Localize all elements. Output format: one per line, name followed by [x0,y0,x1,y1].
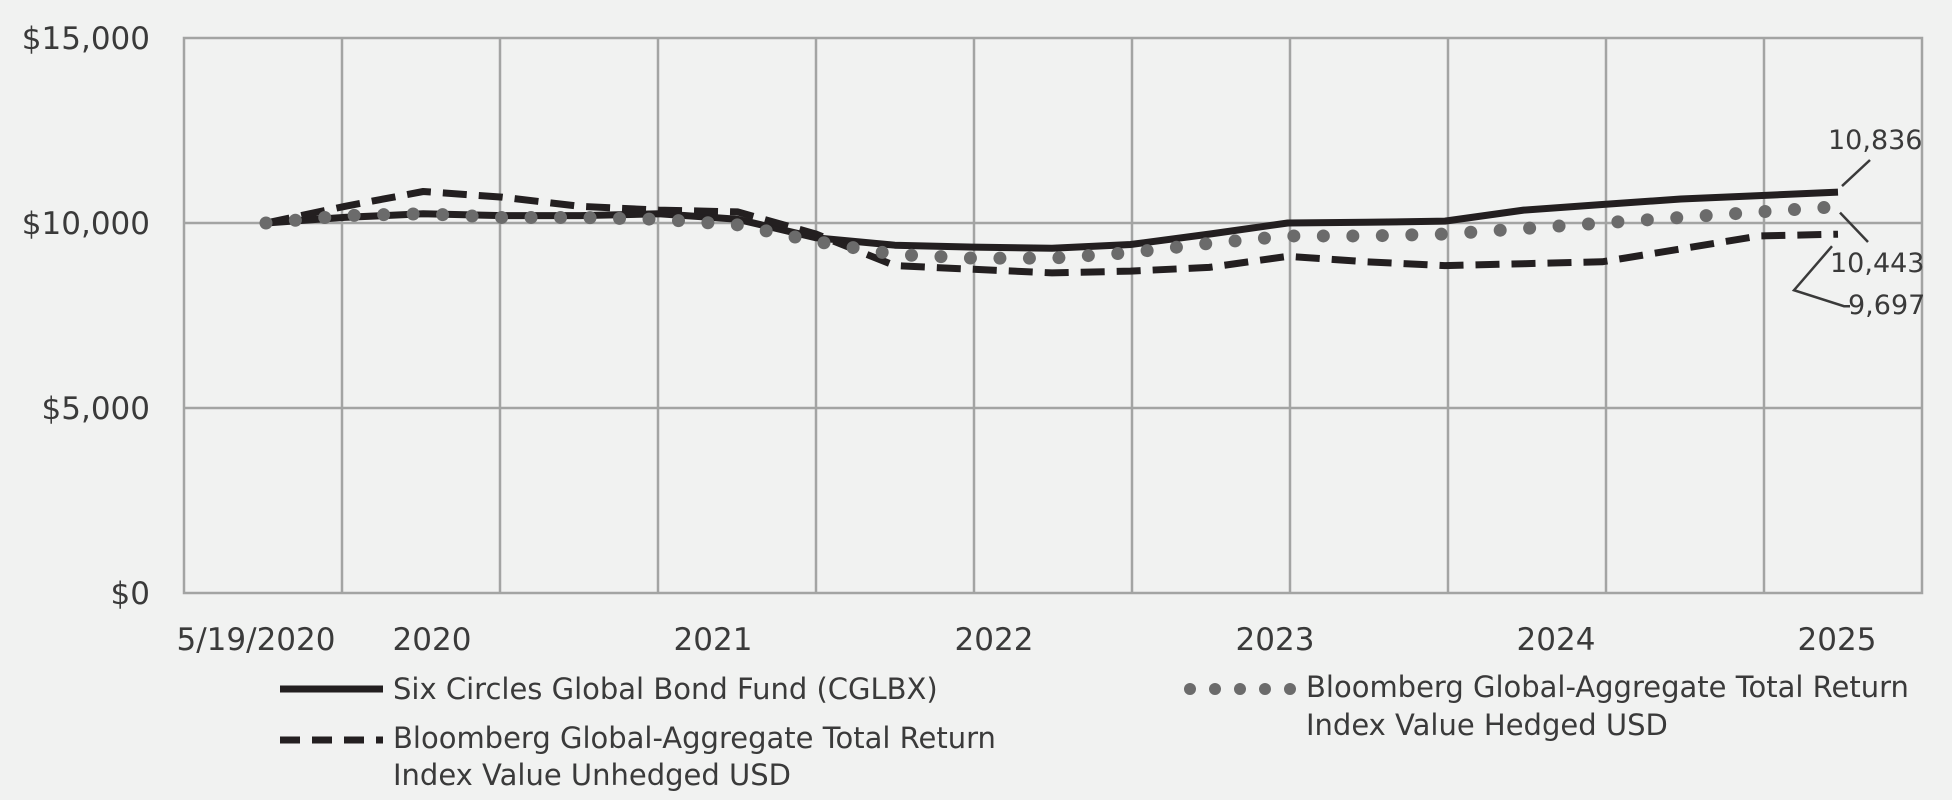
series-hedged-point [1787,203,1801,217]
series-hedged-point [934,250,948,264]
y-tick-label: $5,000 [42,391,150,427]
series-hedged-point [1523,221,1537,235]
series-hedged-point [1699,209,1713,223]
leader-line-unhedged [1791,245,1850,308]
series-hedged-point [1228,234,1242,248]
series-hedged-point [1052,251,1066,265]
series-hedged-point [1346,229,1360,243]
series-hedged-point [730,218,744,232]
series-unhedged-line [265,188,1839,277]
y-tick-label: $15,000 [22,21,150,57]
end-label-unhedged: 9,697 [1848,290,1925,321]
series-hedged-point [318,210,332,224]
series-hedged-point [583,211,597,225]
series-hedged-point [817,236,831,250]
series-hedged-point [554,210,568,224]
x-tick-label: 2021 [674,622,753,658]
series-hedged-point [759,224,773,238]
series-hedged-point [1670,211,1684,225]
series-hedged-point [1257,231,1271,245]
y-tick-label: $0 [111,576,150,612]
x-tick-label: 2020 [393,622,472,658]
series-hedged-point [1316,229,1330,243]
series-hedged-point [993,251,1007,265]
series-hedged-point [613,211,627,225]
series-hedged-point [701,216,715,230]
series-hedged-point [846,241,860,255]
series-hedged-point [1611,215,1625,229]
x-tick-label: 2022 [955,622,1034,658]
x-tick-label: 5/19/2020 [177,622,336,658]
end-labels: 10,836 10,443 9,697 [1791,125,1925,321]
series-hedged-point [671,214,685,228]
series-hedged-point [377,208,391,222]
legend-label-dashed-line2: Index Value Unhedged USD [393,758,791,792]
series-hedged-point [875,245,889,259]
series-hedged-point [1111,247,1125,261]
legend-dot-5 [1284,683,1296,695]
series-hedged-point [436,208,450,222]
y-tick-label: $10,000 [22,206,150,242]
legend-dot-2 [1209,683,1221,695]
legend-label-dashed-line1: Bloomberg Global-Aggregate Total Return [393,721,996,755]
series-hedged-point [1375,229,1389,243]
x-tick-label: 2024 [1517,622,1596,658]
series-hedged-point [406,207,420,221]
series-hedged-point [1081,249,1095,263]
series-hedged-point [1199,237,1213,251]
grid-lines [182,36,1924,595]
legend-dot-3 [1234,683,1246,695]
series-hedged-point [495,210,509,224]
leader-line-hedged [1839,211,1869,243]
end-label-fund: 10,836 [1828,125,1922,156]
x-tick-label: 2025 [1798,622,1877,658]
series-hedged-point [1169,240,1183,254]
legend-label-dotted-line2: Index Value Hedged USD [1306,708,1668,742]
legend-label-solid: Six Circles Global Bond Fund (CGLBX) [393,672,938,706]
x-tick-label: 2023 [1236,622,1315,658]
series-hedged-point [1817,201,1831,215]
series-hedged-point [288,213,302,227]
series-hedged-point [1022,251,1036,265]
legend-label-dotted-line1: Bloomberg Global-Aggregate Total Return [1306,670,1909,704]
series-hedged-point [465,209,479,223]
series-hedged-point [1758,205,1772,219]
series-hedged-point [1640,213,1654,227]
series-lines [259,188,1839,277]
series-hedged-point [905,248,919,262]
legend: Six Circles Global Bond Fund (CGLBX) Blo… [280,670,1909,792]
series-hedged-point [1464,225,1478,239]
series-hedged-point [1287,229,1301,243]
series-hedged-point [347,208,361,222]
series-hedged-point [1405,228,1419,242]
y-axis-ticks: $0 $5,000 $10,000 $15,000 [22,21,150,612]
plot-frame [182,36,1924,595]
legend-dot-4 [1259,683,1271,695]
legend-dot-1 [1184,683,1196,695]
series-hedged-point [1729,207,1743,221]
series-hedged-point [1140,244,1154,258]
series-hedged-point [1552,219,1566,233]
series-hedged-point [524,210,538,224]
series-hedged-point [788,230,802,244]
series-hedged-point [963,251,977,265]
series-hedged-point [1581,217,1595,231]
series-hedged-point [1493,223,1507,237]
series-hedged-point [259,216,273,230]
x-axis-ticks: 5/19/2020 2020 2021 2022 2023 2024 2025 [177,622,1877,658]
end-label-hedged: 10,443 [1830,248,1924,279]
series-hedged-point [642,212,656,226]
series-hedged-point [1434,227,1448,241]
leader-line-fund [1841,159,1871,187]
legend-swatch-dotted [1184,683,1296,695]
